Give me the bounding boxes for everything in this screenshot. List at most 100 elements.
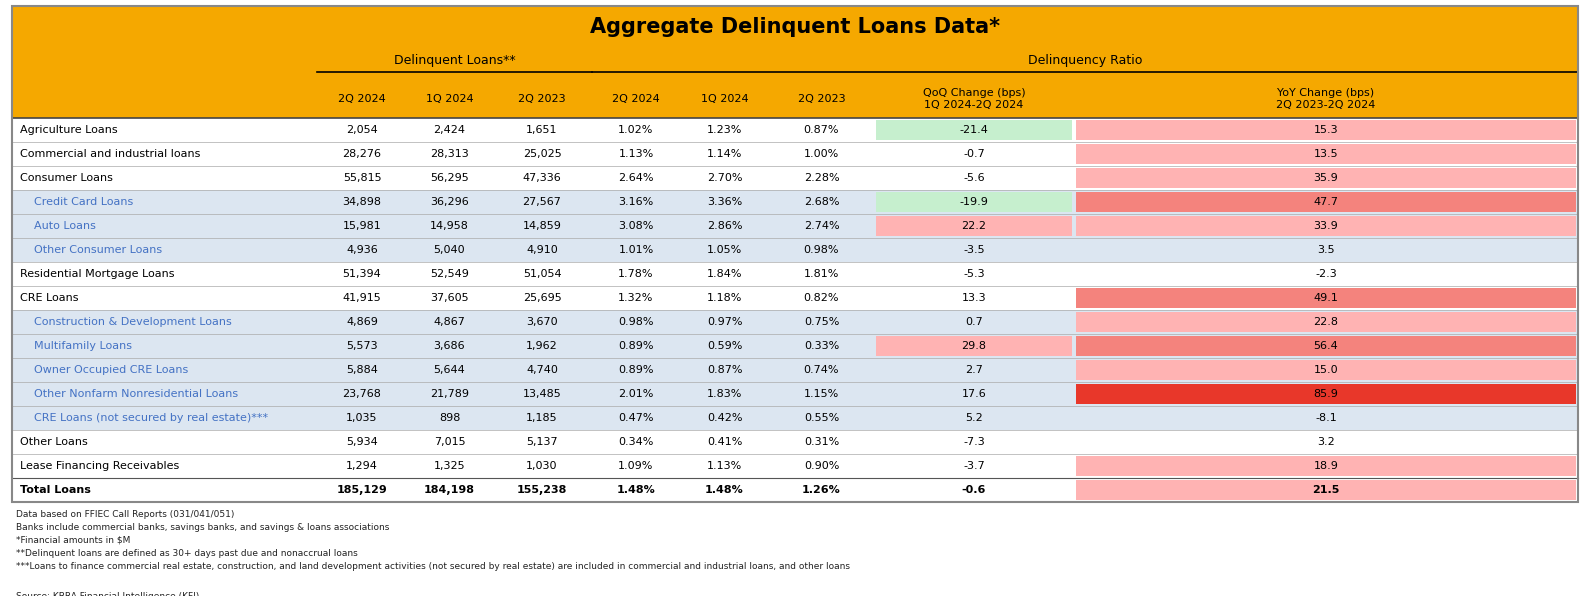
Bar: [1076, 456, 1576, 476]
Text: Consumer Loans: Consumer Loans: [21, 173, 113, 183]
Text: 1.83%: 1.83%: [708, 389, 743, 399]
Text: Total Loans: Total Loans: [21, 485, 91, 495]
Text: Other Loans: Other Loans: [21, 437, 87, 447]
Text: 0.55%: 0.55%: [805, 413, 840, 423]
Bar: [13, 238, 1577, 262]
Text: 184,198: 184,198: [425, 485, 475, 495]
Text: Source: KBRA Financial Intelligence (KFI): Source: KBRA Financial Intelligence (KFI…: [16, 592, 199, 596]
Text: 15.3: 15.3: [1313, 125, 1339, 135]
Text: 1.00%: 1.00%: [805, 149, 840, 159]
Text: 1.18%: 1.18%: [708, 293, 743, 303]
Text: 0.82%: 0.82%: [805, 293, 840, 303]
Text: 0.31%: 0.31%: [805, 437, 840, 447]
Text: 15.0: 15.0: [1313, 365, 1339, 375]
Bar: [1076, 384, 1576, 404]
Text: 1.26%: 1.26%: [801, 485, 841, 495]
Text: 4,869: 4,869: [347, 317, 378, 327]
Bar: [13, 406, 1577, 430]
Text: 0.33%: 0.33%: [805, 341, 840, 351]
Bar: [13, 142, 1577, 166]
Text: 1Q 2024: 1Q 2024: [426, 94, 474, 104]
Text: 0.89%: 0.89%: [619, 341, 653, 351]
Text: 1,185: 1,185: [526, 413, 558, 423]
Text: 5,040: 5,040: [434, 245, 466, 255]
Text: 185,129: 185,129: [337, 485, 388, 495]
Text: 1.14%: 1.14%: [708, 149, 743, 159]
Text: 1,030: 1,030: [526, 461, 558, 471]
Text: Delinquent Loans**: Delinquent Loans**: [394, 54, 515, 67]
Text: 15,981: 15,981: [342, 221, 382, 231]
Text: 21.5: 21.5: [1312, 485, 1340, 495]
Text: 1.02%: 1.02%: [619, 125, 653, 135]
Text: **Delinquent loans are defined as 30+ days past due and nonaccrual loans: **Delinquent loans are defined as 30+ da…: [16, 549, 358, 558]
Text: ***Loans to finance commercial real estate, construction, and land development a: ***Loans to finance commercial real esta…: [16, 562, 851, 571]
Text: 52,549: 52,549: [429, 269, 469, 279]
Text: Commercial and industrial loans: Commercial and industrial loans: [21, 149, 200, 159]
Text: 3,686: 3,686: [434, 341, 466, 351]
Text: -19.9: -19.9: [959, 197, 989, 207]
Text: 0.98%: 0.98%: [619, 317, 653, 327]
Text: 29.8: 29.8: [962, 341, 986, 351]
Text: 13.3: 13.3: [962, 293, 986, 303]
Text: -0.7: -0.7: [964, 149, 984, 159]
Text: Lease Financing Receivables: Lease Financing Receivables: [21, 461, 180, 471]
Bar: [1076, 216, 1576, 236]
Text: 14,958: 14,958: [429, 221, 469, 231]
Text: 2.74%: 2.74%: [803, 221, 840, 231]
Text: 3.2: 3.2: [1317, 437, 1336, 447]
Text: 1.23%: 1.23%: [708, 125, 743, 135]
Text: Construction & Development Loans: Construction & Development Loans: [33, 317, 232, 327]
Text: 2Q 2023: 2Q 2023: [798, 94, 846, 104]
Text: 2.70%: 2.70%: [706, 173, 743, 183]
Text: 1,325: 1,325: [434, 461, 466, 471]
Text: Delinquency Ratio: Delinquency Ratio: [1027, 54, 1142, 67]
Text: 51,054: 51,054: [523, 269, 561, 279]
Text: 1.48%: 1.48%: [617, 485, 655, 495]
Text: 5,934: 5,934: [347, 437, 378, 447]
Text: 3.08%: 3.08%: [619, 221, 653, 231]
Bar: [13, 382, 1577, 406]
Text: 0.75%: 0.75%: [805, 317, 840, 327]
Bar: [13, 454, 1577, 478]
Text: 2,054: 2,054: [347, 125, 378, 135]
Text: 5,884: 5,884: [347, 365, 378, 375]
Text: 1.13%: 1.13%: [708, 461, 743, 471]
Bar: [1076, 312, 1576, 332]
Bar: [13, 6, 1577, 48]
Text: 1.05%: 1.05%: [708, 245, 743, 255]
Text: -5.3: -5.3: [964, 269, 984, 279]
Bar: [13, 262, 1577, 286]
Text: 1.81%: 1.81%: [805, 269, 840, 279]
Text: 18.9: 18.9: [1313, 461, 1339, 471]
Bar: [13, 310, 1577, 334]
Text: 21,789: 21,789: [429, 389, 469, 399]
Text: -21.4: -21.4: [959, 125, 989, 135]
Text: 37,605: 37,605: [431, 293, 469, 303]
Text: 28,276: 28,276: [342, 149, 382, 159]
Text: 56,295: 56,295: [431, 173, 469, 183]
Bar: [1076, 192, 1576, 212]
Text: 34,898: 34,898: [342, 197, 382, 207]
Text: Credit Card Loans: Credit Card Loans: [33, 197, 134, 207]
Text: 41,915: 41,915: [342, 293, 382, 303]
Bar: [876, 336, 1072, 356]
Text: 2Q 2023: 2Q 2023: [518, 94, 566, 104]
Text: 2.7: 2.7: [965, 365, 983, 375]
Text: 5,137: 5,137: [526, 437, 558, 447]
Bar: [13, 190, 1577, 214]
Text: 2.68%: 2.68%: [805, 197, 840, 207]
Text: 4,936: 4,936: [347, 245, 378, 255]
Text: 47.7: 47.7: [1313, 197, 1339, 207]
Text: 0.42%: 0.42%: [706, 413, 743, 423]
Text: 51,394: 51,394: [342, 269, 382, 279]
Text: 25,025: 25,025: [523, 149, 561, 159]
Bar: [13, 430, 1577, 454]
Text: 1.48%: 1.48%: [704, 485, 744, 495]
Bar: [876, 120, 1072, 140]
Bar: [876, 192, 1072, 212]
Text: 1.78%: 1.78%: [619, 269, 653, 279]
Bar: [13, 286, 1577, 310]
Text: *Financial amounts in $M: *Financial amounts in $M: [16, 536, 130, 545]
Text: 0.87%: 0.87%: [805, 125, 840, 135]
Text: 0.47%: 0.47%: [619, 413, 653, 423]
